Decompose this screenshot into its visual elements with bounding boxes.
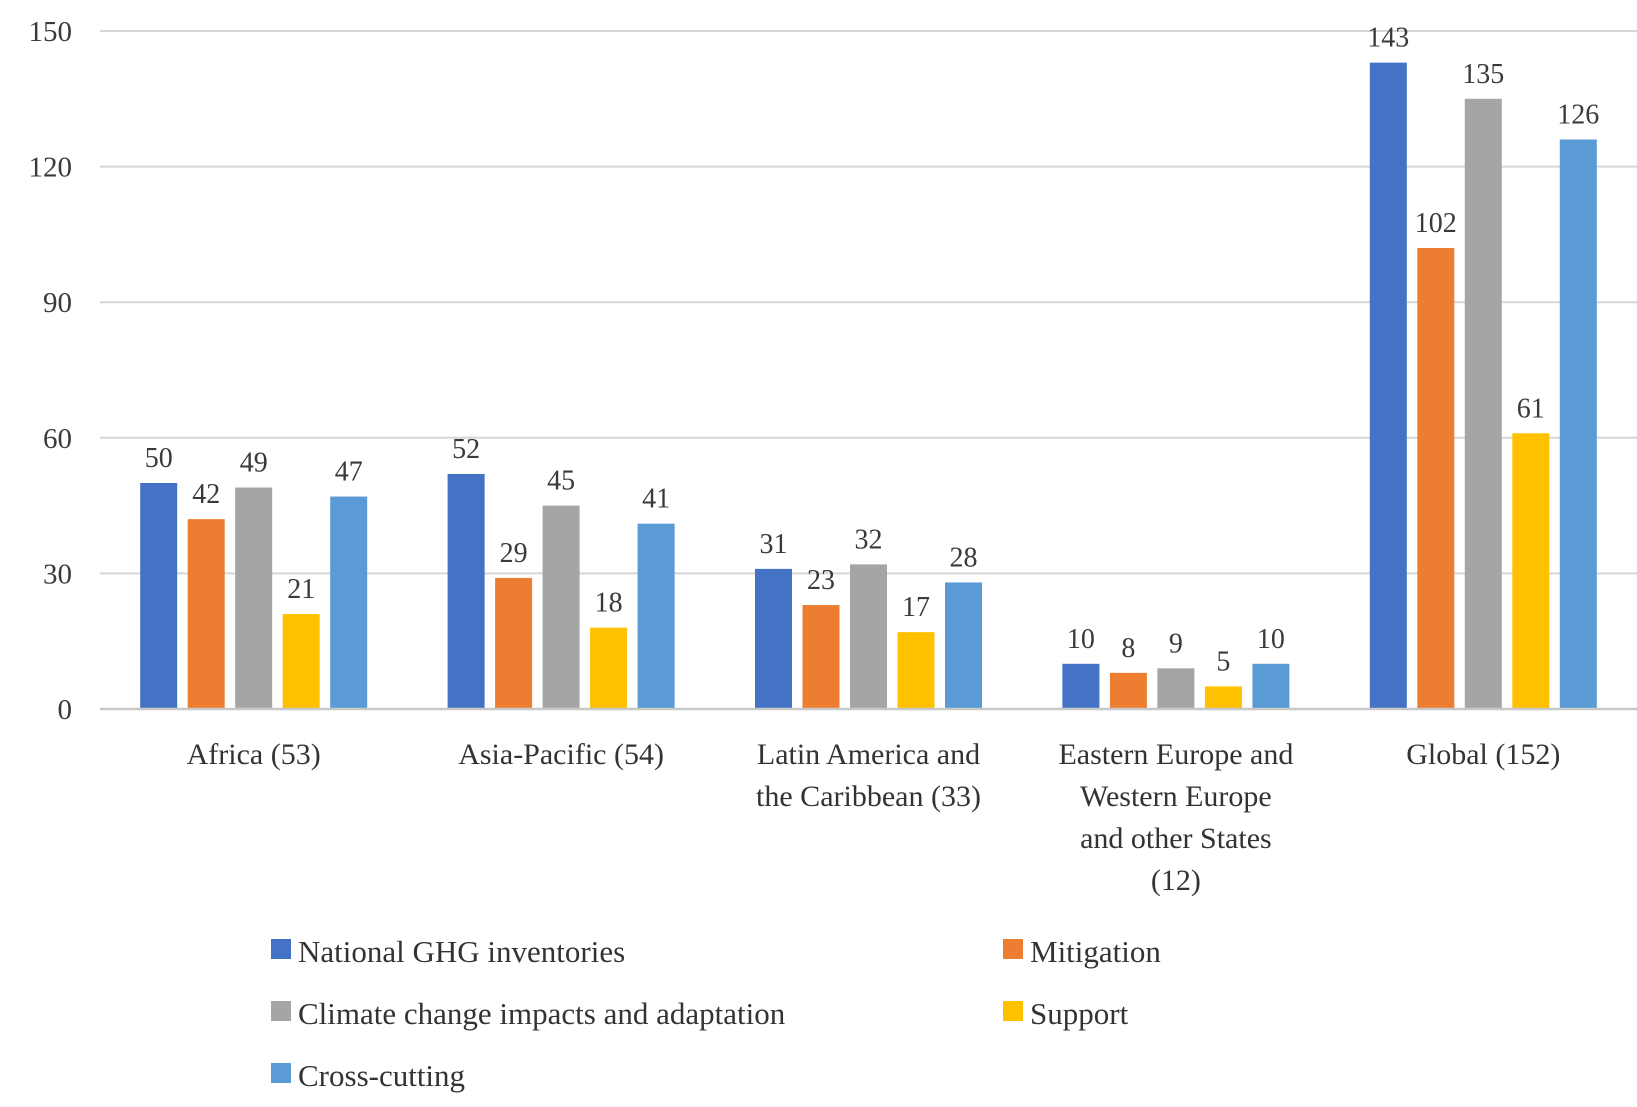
bar [447,473,485,709]
data-label: 32 [855,524,883,555]
bar [1062,663,1100,709]
bar [590,627,628,709]
x-category-label-line: (12) [1151,864,1201,897]
bar [802,605,840,709]
bar [1369,62,1407,709]
legend-label: Support [1030,996,1129,1031]
data-label: 45 [547,466,575,497]
bar [1109,672,1147,709]
legend-item: Climate change impacts and adaptation [271,996,786,1031]
data-label: 102 [1415,208,1457,239]
legend-item: National GHG inventories [271,934,625,969]
legend-swatch [271,1001,291,1021]
data-label: 9 [1169,628,1183,659]
data-label: 143 [1367,23,1409,54]
bar [140,483,178,709]
data-label: 10 [1257,624,1285,655]
legend-item: Support [1003,996,1129,1031]
data-label: 18 [595,588,623,619]
x-category-label-line: Asia-Pacific (54) [458,738,664,771]
legend-label: Cross-cutting [298,1058,465,1093]
bar [945,582,982,709]
bar [495,577,533,709]
bar [850,564,887,709]
bar [187,519,225,709]
data-label: 135 [1462,59,1504,90]
data-labels: 50 42 49 21 47 52 29 45 18 41 31 23 32 17 28 10 8 9 5 10 143… [145,23,1600,678]
data-label: 28 [950,542,978,573]
data-label: 126 [1557,99,1599,130]
data-label: 29 [500,538,528,569]
y-tick-label: 90 [43,287,72,319]
legend-swatch [1003,1001,1023,1021]
x-category-label-line: Global (152) [1406,738,1560,771]
y-tick-label: 120 [29,152,73,184]
x-category-label-line: Africa (53) [187,738,321,771]
legend-label: Mitigation [1030,934,1161,969]
bar [1464,98,1502,710]
bar [235,487,273,709]
bar [542,505,580,709]
x-category-label: Eastern Europe and Western Europe and othe… [1058,738,1293,897]
bar [897,632,935,709]
data-label: 47 [335,457,363,488]
bar [637,523,675,709]
data-label: 61 [1517,393,1545,424]
data-label: 8 [1121,633,1135,664]
y-axis-tick-labels: 0 30 60 90 120 150 [29,16,73,726]
x-category-label-line: Western Europe [1080,780,1272,813]
bar [1157,668,1195,709]
data-label: 42 [192,479,220,510]
legend-label: National GHG inventories [298,934,625,969]
bar [1417,247,1455,709]
bar [1204,686,1242,709]
data-label: 5 [1216,646,1230,677]
legend-swatch [1003,939,1023,959]
data-label: 52 [452,434,480,465]
bars [140,62,1597,710]
y-tick-label: 30 [43,558,72,590]
x-category-label-line: and other States [1080,822,1272,855]
legend-item: Cross-cutting [271,1058,465,1093]
legend-label: Climate change impacts and adaptation [298,996,786,1031]
x-category-label: Africa (53) [187,738,321,771]
data-label: 31 [760,529,788,560]
x-category-label-line: Latin America and [757,738,980,771]
x-axis-category-labels: Africa (53) Asia-Pacific (54) Latin Americ… [187,738,1561,897]
x-category-label-line: Eastern Europe and [1058,738,1293,771]
data-label: 21 [287,574,315,605]
x-category-label: Global (152) [1406,738,1560,771]
legend-swatch [271,1063,291,1083]
x-category-label: Asia-Pacific (54) [458,738,664,771]
bar [1512,433,1550,709]
legend-item: Mitigation [1003,934,1161,969]
data-label: 49 [240,448,268,479]
x-category-label: Latin America and the Caribbean (33) [756,738,981,813]
bar [1559,139,1597,710]
y-tick-label: 0 [58,694,73,726]
y-tick-label: 60 [43,423,72,455]
bar [755,568,792,709]
legend: National GHG inventories Mitigation Climat… [271,934,1161,1093]
data-label: 17 [902,592,930,623]
bar [282,614,320,709]
data-label: 23 [807,565,835,596]
bar [330,496,368,709]
legend-swatch [271,939,291,959]
y-tick-label: 150 [29,16,73,48]
data-label: 10 [1067,624,1095,655]
bar [1252,663,1290,709]
x-category-label-line: the Caribbean (33) [756,780,981,813]
data-label: 41 [642,484,670,515]
data-label: 50 [145,443,173,474]
